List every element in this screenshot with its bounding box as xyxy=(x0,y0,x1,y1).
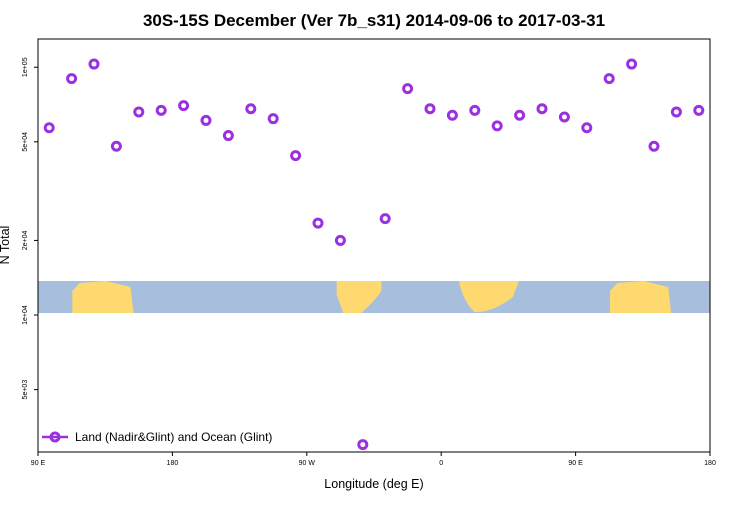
y-axis-title: N Total xyxy=(0,226,12,265)
data-point xyxy=(245,103,257,115)
data-point xyxy=(88,58,100,70)
y-tick-label: 5e+04 xyxy=(22,132,29,152)
data-point xyxy=(357,439,369,451)
x-axis: 90 E 180 90 W 0 90 E 180 xyxy=(31,452,716,467)
map-land-southern-africa xyxy=(459,281,519,313)
y-axis: 5e+03 1e+04 2e+04 5e+04 1e+05 xyxy=(22,57,38,399)
y-tick-label: 2e+04 xyxy=(22,230,29,250)
y-tick-label: 5e+03 xyxy=(22,380,29,400)
x-tick-label: 180 xyxy=(167,460,179,467)
x-tick-label: 90 E xyxy=(31,460,46,467)
data-point xyxy=(446,109,458,121)
map-band xyxy=(38,281,710,313)
data-point xyxy=(155,104,167,116)
y-tick-label: 1e+04 xyxy=(22,305,29,325)
x-axis-title: Longitude (deg E) xyxy=(324,477,423,491)
data-point xyxy=(514,109,526,121)
data-point xyxy=(110,140,122,152)
data-point xyxy=(693,104,705,116)
data-point xyxy=(670,106,682,118)
x-tick-label: 90 E xyxy=(568,460,583,467)
plot-frame xyxy=(37,38,711,453)
data-point xyxy=(536,103,548,115)
map-land-australia-repeat xyxy=(609,281,672,313)
chart-title: 30S-15S December (Ver 7b_s31) 2014-09-06… xyxy=(143,11,605,30)
legend-label: Land (Nadir&Glint) and Ocean (Glint) xyxy=(75,430,272,444)
data-point xyxy=(648,140,660,152)
legend-marker-swatch xyxy=(49,431,61,443)
x-tick-label: 90 W xyxy=(299,460,316,467)
data-point xyxy=(402,83,414,95)
data-point xyxy=(581,122,593,134)
data-point xyxy=(267,113,279,125)
data-point xyxy=(312,217,324,229)
data-point xyxy=(178,100,190,112)
data-point xyxy=(133,106,145,118)
data-point xyxy=(603,73,615,85)
x-tick-label: 180 xyxy=(704,460,716,467)
data-point xyxy=(424,103,436,115)
data-point xyxy=(222,130,234,142)
data-points xyxy=(43,58,705,451)
map-land-australia xyxy=(72,281,134,313)
data-point xyxy=(491,120,503,132)
data-point xyxy=(334,234,346,246)
map-land-south-america xyxy=(336,281,382,313)
data-point xyxy=(558,111,570,123)
data-point xyxy=(200,114,212,126)
data-point xyxy=(290,150,302,162)
data-point xyxy=(379,213,391,225)
data-point xyxy=(43,122,55,134)
legend: Land (Nadir&Glint) and Ocean (Glint) xyxy=(42,430,272,444)
x-tick-label: 0 xyxy=(439,460,443,467)
data-point xyxy=(626,58,638,70)
y-tick-label: 1e+05 xyxy=(22,57,29,77)
data-point xyxy=(66,73,78,85)
data-point xyxy=(469,104,481,116)
